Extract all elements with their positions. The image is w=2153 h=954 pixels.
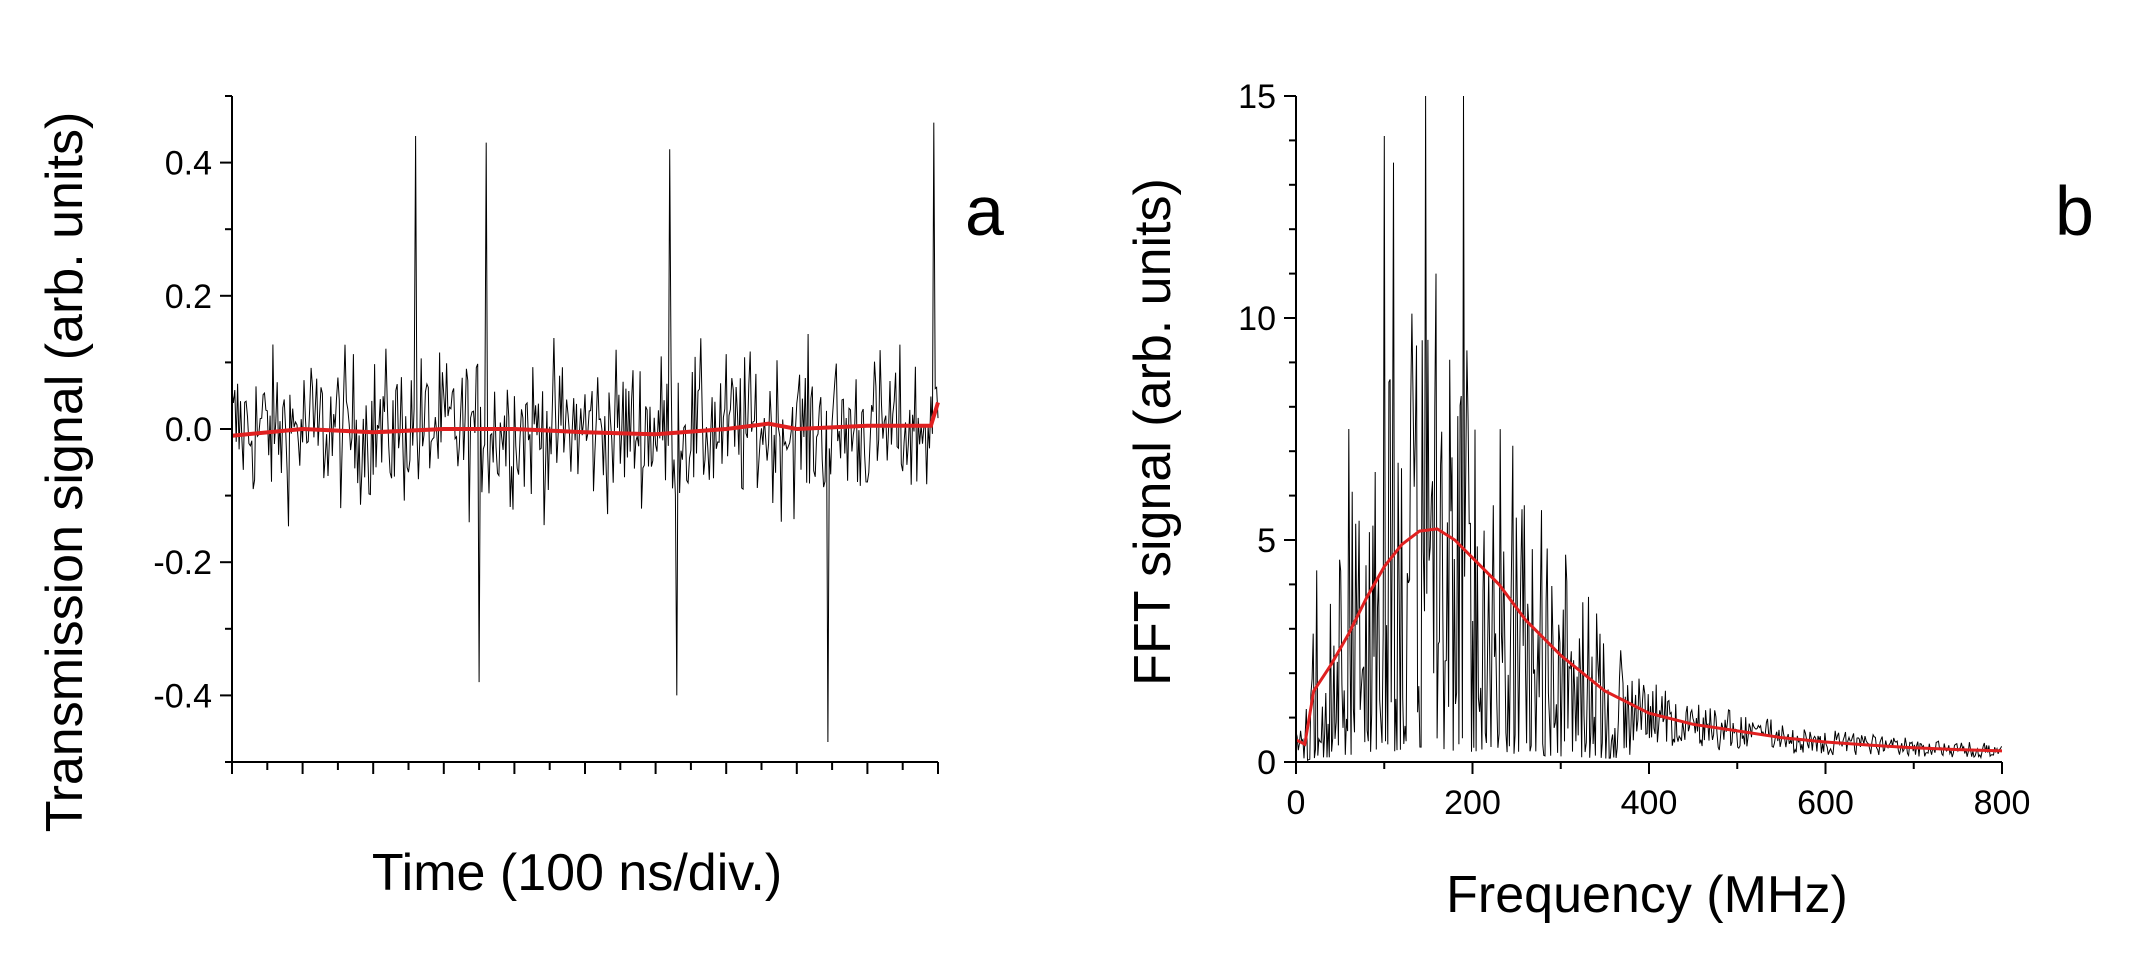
panel-b: 0 5 10 15 0 200 400 600 800 FFT signal (arb. uni… — [1124, 78, 2094, 924]
panel-b-y-tick-label: 10 — [1238, 300, 1276, 338]
panel-a-y-tick-label: -0.2 — [153, 544, 212, 582]
panel-b-x-tick-label: 600 — [1797, 784, 1854, 822]
panel-b-smoothed-line — [1295, 527, 2003, 753]
panel-b-fft-line — [1295, 95, 2003, 762]
panel-b-x-tick-label: 800 — [1974, 784, 2031, 822]
panel-a-y-axis-title: Transmission signal (arb. units) — [36, 112, 94, 833]
panel-b-x-tick-label: 200 — [1444, 784, 1501, 822]
panel-a-smoothed-series — [231, 401, 940, 438]
panel-a-smoothed-line — [231, 401, 940, 438]
panel-a-axes: 0.4 0.2 0.0 -0.2 -0.4 — [153, 95, 939, 774]
panel-a: 0.4 0.2 0.0 -0.2 -0.4 Transmission signal (a… — [36, 95, 1004, 902]
panel-b-y-axis-title: FFT signal (arb. units) — [1124, 178, 1182, 686]
panel-a-y-tick-label: 0.0 — [165, 411, 212, 449]
panel-a-y-tick-label: 0.4 — [165, 145, 212, 183]
panel-b-fft-series — [1295, 95, 2003, 762]
panel-a-x-axis-title: Time (100 ns/div.) — [372, 844, 782, 902]
panel-b-label: b — [2055, 172, 2094, 250]
panel-b-smoothed-series — [1295, 527, 2003, 753]
panel-a-y-tick-label: 0.2 — [165, 278, 212, 316]
panel-b-y-tick-label: 5 — [1257, 522, 1276, 560]
panel-b-x-tick-label: 400 — [1621, 784, 1678, 822]
panel-b-axes: 0 5 10 15 0 200 400 600 800 — [1238, 78, 2030, 822]
panel-b-y-tick-label: 15 — [1238, 78, 1276, 116]
panel-b-x-axis-title: Frequency (MHz) — [1446, 866, 1848, 924]
panel-b-y-tick-label: 0 — [1257, 744, 1276, 782]
panel-a-label: a — [965, 172, 1004, 250]
panel-b-x-tick-label: 0 — [1287, 784, 1306, 822]
panel-a-y-tick-label: -0.4 — [153, 677, 212, 715]
